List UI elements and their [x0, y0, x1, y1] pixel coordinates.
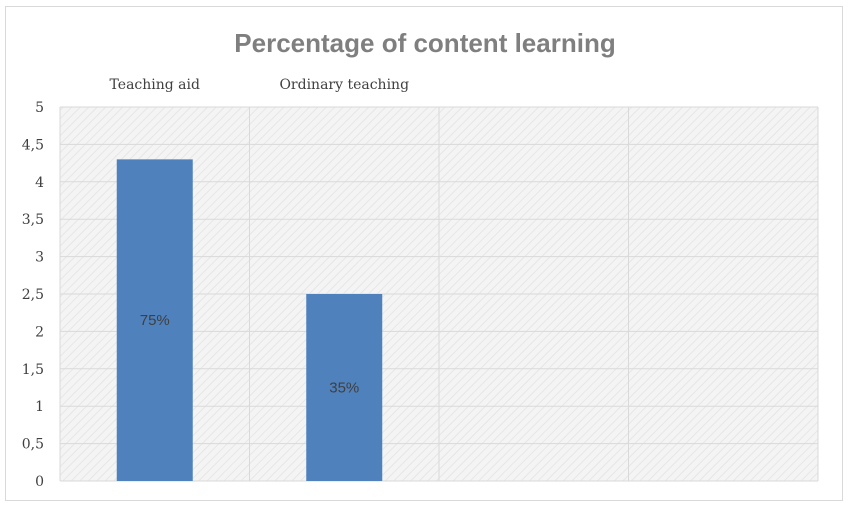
category-label: Ordinary teaching [279, 77, 409, 93]
category-labels: Teaching aid Ordinary teaching [110, 77, 410, 93]
category-label: Teaching aid [110, 77, 200, 93]
y-tick-label: 4 [35, 175, 44, 191]
y-tick-label: 2,5 [22, 287, 44, 303]
y-tick-label: 0,5 [22, 437, 44, 453]
y-tick-label: 4,5 [22, 137, 44, 153]
y-tick-label: 3,5 [22, 212, 44, 228]
y-tick-label: 1,5 [22, 362, 44, 378]
y-tick-label: 1 [35, 399, 44, 415]
bar-data-label: 75% [140, 312, 170, 329]
bar [116, 159, 193, 482]
y-axis-ticks: 0 0,5 1 1,5 2 2,5 3 3,5 4 4,5 5 [22, 100, 44, 490]
chart-title: Percentage of content learning [234, 28, 615, 58]
bar-data-label: 35% [329, 380, 359, 397]
data-labels: 75% 35% [140, 312, 360, 396]
y-tick-label: 2 [35, 324, 44, 340]
y-tick-label: 3 [35, 250, 44, 266]
y-tick-label: 5 [35, 100, 44, 116]
bars [116, 159, 383, 482]
bar [306, 294, 383, 481]
y-tick-label: 0 [35, 474, 44, 490]
